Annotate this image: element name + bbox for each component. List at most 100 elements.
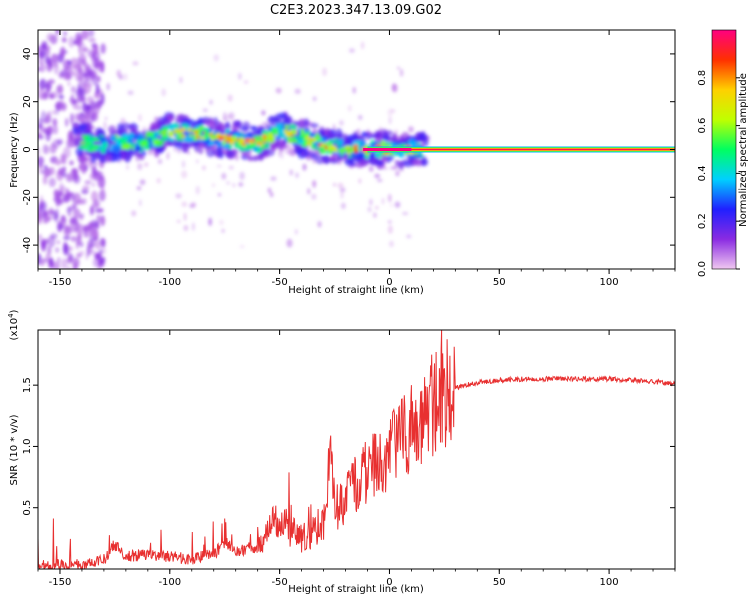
spectral-blob bbox=[217, 125, 224, 130]
spectral-blob bbox=[45, 84, 53, 89]
spectral-blob bbox=[98, 189, 106, 202]
spectral-blob bbox=[394, 201, 401, 208]
spectral-blob bbox=[54, 103, 62, 109]
spectral-blob bbox=[166, 153, 170, 160]
spectral-blob bbox=[312, 96, 317, 102]
spectral-blob bbox=[222, 112, 228, 121]
spectral-blob bbox=[225, 121, 231, 128]
spectral-blob bbox=[85, 253, 89, 260]
snr-ytick-label: 1.0 bbox=[22, 438, 33, 454]
spectral-blob bbox=[224, 143, 229, 147]
spectral-blob bbox=[88, 30, 95, 38]
spectral-blob bbox=[97, 136, 103, 140]
zero-frequency-band bbox=[367, 148, 675, 151]
figure-title: C2E3.2023.347.13.09.G02 bbox=[270, 3, 442, 18]
spectral-blob bbox=[70, 93, 75, 106]
spectral-blob bbox=[82, 185, 90, 190]
spectral-blob bbox=[175, 114, 183, 122]
spectral-blob bbox=[205, 119, 216, 129]
spectral-blob bbox=[79, 67, 84, 75]
spectral-blob bbox=[103, 121, 107, 130]
spectral-blob bbox=[374, 151, 382, 158]
spectral-blob bbox=[63, 235, 71, 241]
spectral-blob bbox=[303, 118, 309, 128]
spectral-blob bbox=[410, 141, 417, 148]
spectral-blob bbox=[93, 170, 101, 181]
spectral-blob bbox=[82, 145, 88, 149]
spectral-blob bbox=[179, 76, 183, 84]
spectral-blob bbox=[89, 247, 94, 255]
spectral-blob bbox=[347, 148, 352, 153]
spectral-blob bbox=[187, 150, 190, 155]
spectral-blob bbox=[79, 80, 84, 89]
spectral-blob bbox=[78, 87, 86, 97]
spectral-blob bbox=[292, 136, 297, 141]
spectral-blob bbox=[139, 179, 146, 186]
spectral-blob bbox=[48, 166, 55, 176]
spectral-blob bbox=[160, 130, 168, 136]
colorbar-scale bbox=[711, 29, 737, 270]
spectral-blob bbox=[239, 140, 244, 145]
spectral-blob bbox=[192, 222, 195, 231]
spectral-blob bbox=[180, 170, 188, 179]
spectral-blob bbox=[84, 62, 90, 70]
spectral-blob bbox=[91, 137, 99, 142]
spectral-blob bbox=[78, 123, 88, 131]
snr-ytick-label: 1.5 bbox=[22, 377, 33, 393]
spectral-blob bbox=[357, 115, 363, 121]
spectral-blob bbox=[179, 133, 183, 138]
spectral-blob bbox=[96, 214, 101, 224]
spectral-blob bbox=[269, 191, 274, 198]
snr-y-label: SNR (10 * v/v) bbox=[9, 414, 20, 485]
spectral-blob bbox=[335, 128, 343, 137]
spectral-blob bbox=[267, 116, 276, 124]
spectral-blob bbox=[72, 257, 80, 268]
spectral-blob bbox=[79, 161, 86, 172]
spectral-blob bbox=[126, 164, 129, 170]
spectral-blob bbox=[375, 160, 384, 166]
spectral-blob bbox=[42, 175, 48, 185]
spectral-blob bbox=[190, 202, 197, 208]
spectral-blob bbox=[279, 139, 285, 150]
spectral-blob bbox=[100, 43, 106, 54]
colorbar: 0.0 0.2 0.4 0.6 0.8 Normalized spectral ampl… bbox=[697, 29, 749, 277]
spectral-blob bbox=[90, 173, 95, 180]
spectral-blob bbox=[106, 82, 110, 91]
spectral-blob bbox=[70, 192, 76, 202]
spectral-blob bbox=[311, 193, 317, 200]
spectral-blob bbox=[136, 186, 142, 191]
spectral-blob bbox=[38, 146, 41, 157]
spectral-blob bbox=[340, 147, 346, 151]
spectral-blob bbox=[47, 245, 52, 255]
spectral-blob bbox=[159, 140, 164, 146]
spectral-blob bbox=[368, 165, 374, 172]
spectral-blob bbox=[225, 180, 231, 185]
spectral-blob bbox=[261, 147, 270, 155]
spectral-blob bbox=[54, 159, 62, 166]
snr-x-axis: -150 -100 -50 0 50 100 bbox=[37, 330, 676, 588]
spectral-blob bbox=[164, 114, 171, 120]
spectrogram-ytick-label: -40 bbox=[22, 237, 33, 253]
spectral-blob bbox=[88, 70, 94, 78]
spectral-blob bbox=[181, 160, 186, 169]
spectral-blob bbox=[386, 153, 392, 164]
spectral-blob bbox=[44, 115, 52, 124]
spectral-blob bbox=[277, 89, 281, 94]
spectral-blob bbox=[62, 102, 67, 111]
spectral-blob bbox=[328, 149, 334, 154]
spectral-blob bbox=[353, 144, 358, 148]
spectral-blob bbox=[55, 208, 60, 220]
spectrogram-xtick-label: 50 bbox=[493, 277, 506, 288]
spectral-blob bbox=[262, 140, 266, 144]
spectral-blob bbox=[381, 197, 385, 205]
spectral-blob bbox=[73, 170, 79, 182]
spectral-blob bbox=[221, 172, 227, 180]
spectral-blob bbox=[53, 62, 60, 75]
spectral-blob bbox=[349, 134, 360, 141]
spectral-blob bbox=[73, 208, 81, 219]
spectral-blob bbox=[73, 136, 82, 147]
spectral-blob bbox=[66, 266, 71, 269]
spectral-blob bbox=[88, 37, 96, 43]
spectral-blob bbox=[153, 132, 158, 139]
